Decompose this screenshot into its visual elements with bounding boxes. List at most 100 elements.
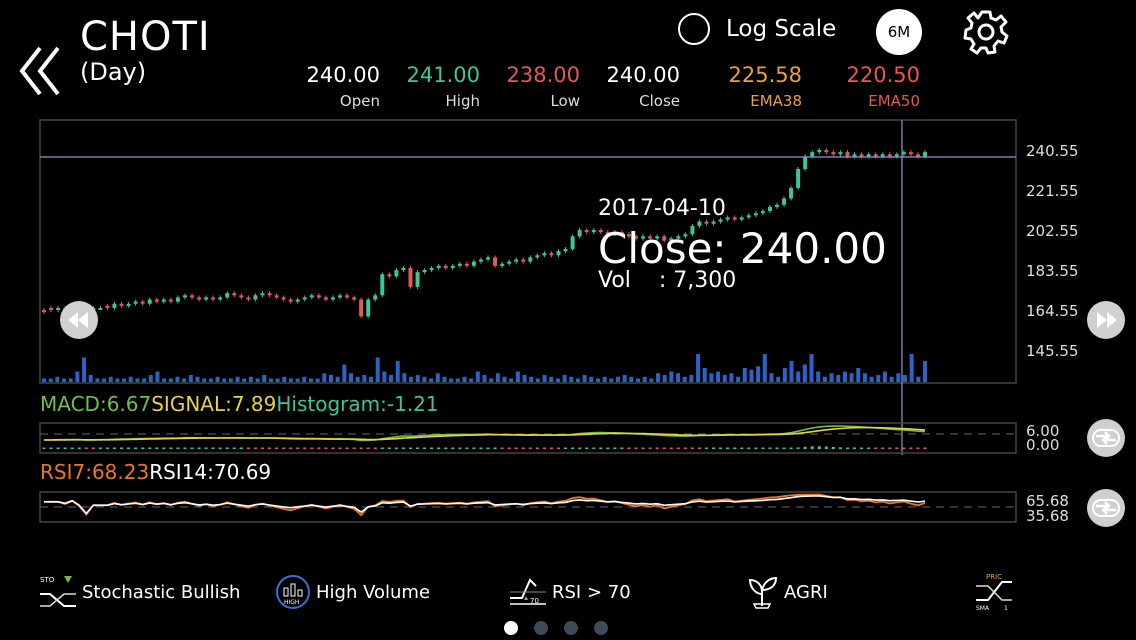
macd-histogram-bar [204,447,208,449]
stat-ema38: 225.58 EMA38 [712,62,802,110]
macd-settings-button[interactable] [1087,419,1125,457]
volume-bar [235,376,240,382]
volume-bar [48,378,53,382]
macd-histogram-bar [359,447,363,449]
log-scale-label[interactable]: Log Scale [726,16,837,42]
macd-histogram-bar [810,446,814,449]
volume-bar [876,375,881,382]
rewind-icon [68,312,88,328]
macd-histogram-bar [853,447,857,449]
volume-bar [242,378,247,382]
macd-histogram-bar [56,447,60,449]
rsi-axis-tick: 65.68 [1026,492,1069,510]
volume-bar [135,378,140,382]
volume-bar [622,375,627,382]
signal-price-sma[interactable]: PRIC SMA 1 [974,572,1018,612]
volume-bar [569,376,574,382]
price-axis-tick: 145.55 [1026,342,1079,360]
signal-high-volume[interactable]: HIGH High Volume [274,572,430,612]
price-chart[interactable]: 240.55 221.55 202.55 183.55 164.55 145.55 [0,0,1136,540]
macd-histogram-bar [373,447,377,449]
macd-histogram-bar [472,447,476,449]
price-sma-icon: PRIC SMA 1 [976,573,1012,612]
tooltip-close: Close: 240.00 [598,224,887,273]
stat-ema50-value: 220.50 [846,63,920,87]
page-dot[interactable] [534,621,548,635]
volume-bar [549,376,554,382]
macd-histogram-bar [747,447,751,449]
volume-bar [575,378,580,382]
page-dot[interactable] [594,621,608,635]
macd-histogram-bar [705,447,709,449]
price-sma-icon-text: PRIC [986,573,1002,581]
volume-bar [642,376,647,382]
histogram-value-label: Histogram:-1.21 [276,392,439,416]
volume-bar [615,376,620,382]
macd-histogram-bar [169,447,173,449]
signal-stochastic-bullish[interactable]: STO Stochastic Bullish [38,572,240,612]
macd-histogram-bar [648,447,652,449]
rsi14-value-label: RSI14:70.69 [149,460,272,484]
volume-bar [349,373,354,382]
svg-text:1: 1 [1004,605,1008,612]
volume-bar [168,378,173,382]
volume-bar [475,371,480,382]
stock-symbol: CHOTI [80,14,211,60]
log-scale-toggle[interactable] [678,13,710,45]
macd-histogram-bar [782,447,786,449]
volume-bar [749,369,754,382]
page-indicator[interactable] [504,621,608,635]
range-button[interactable]: 6M [876,9,922,55]
macd-histogram-bar [211,447,215,449]
macd-histogram-bar [627,447,631,449]
macd-histogram-bar [345,447,349,449]
macd-histogram-bar [838,447,842,449]
macd-histogram-bar [451,447,455,449]
volume-bar [275,378,280,382]
macd-histogram-bar [902,447,906,449]
back-icon[interactable] [18,44,62,98]
volume-bar [856,368,861,382]
macd-histogram-bar [190,447,194,449]
signal-agri[interactable]: AGRI [746,572,828,612]
volume-bar [295,378,300,382]
fast-forward-button[interactable] [1087,301,1125,339]
rsi7-value-label: RSI7:68.23 [40,460,150,484]
volume-bar [268,378,273,382]
macd-histogram-bar [923,447,927,449]
volume-bar [128,376,133,382]
volume-bar [756,366,761,382]
macd-histogram-bar [775,447,779,449]
signal-rsi-above-70[interactable]: 70 RSI > 70 [508,572,631,612]
macd-histogram-bar [275,447,279,449]
rsi-settings-button[interactable] [1087,489,1125,527]
macd-histogram-bar [49,447,53,449]
rewind-button[interactable] [60,301,98,339]
volume-bar [522,375,527,382]
page-dot[interactable] [504,621,518,635]
volume-bar [535,378,540,382]
volume-bar [869,376,874,382]
gear-icon[interactable] [962,8,1010,56]
macd-histogram-bar [676,447,680,449]
volume-bar [375,357,380,382]
macd-histogram-bar [232,447,236,449]
signal-line [44,426,926,441]
macd-histogram-bar [655,447,659,449]
volume-bar [829,373,834,382]
page-dot[interactable] [564,621,578,635]
swap-icon [1092,499,1120,517]
volume-bar [696,354,701,382]
volume-bar [42,378,46,382]
macd-histogram-bar [592,447,596,449]
macd-histogram-bar [690,447,694,449]
rsi-axis: 65.68 35.68 [1026,494,1069,524]
volume-bar [182,378,187,382]
volume-bar [415,375,420,382]
macd-axis-tick: 6.00 [1026,422,1060,440]
volume-bar [595,378,600,382]
price-axis-tick: 164.55 [1026,302,1079,320]
volume-bar [656,373,661,382]
macd-histogram-bar [535,447,539,449]
macd-histogram-bar [803,446,807,449]
